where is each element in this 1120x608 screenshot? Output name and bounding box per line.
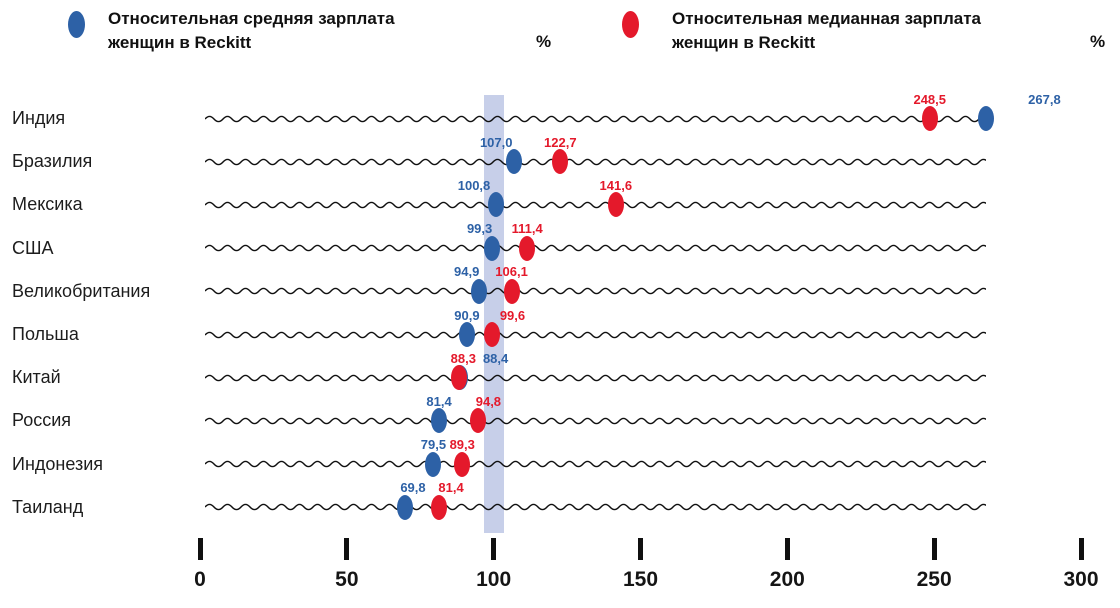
- average-dot: [470, 278, 487, 304]
- country-label: Таиланд: [12, 496, 84, 517]
- axis-tick-label: 150: [622, 568, 659, 591]
- median-dot: [484, 322, 501, 348]
- country-row: Польша 90,9 99,6: [12, 308, 1081, 356]
- average-value-label: 107,0: [479, 134, 513, 150]
- median-legend-label: Относительная медианная зарплата женщин …: [672, 9, 982, 53]
- average-legend-marker-icon: [68, 11, 85, 38]
- median-dot: [607, 192, 624, 218]
- median-dot: [921, 106, 938, 132]
- country-row: Китай 88,4 88,3: [12, 351, 1081, 399]
- median-dot: [503, 278, 520, 304]
- median-dot: [451, 365, 468, 391]
- median-value-label: 106,1: [495, 264, 528, 280]
- country-row: Мексика 100,8 141,6: [12, 178, 1081, 226]
- average-dot: [506, 149, 523, 175]
- country-row: США 99,3 111,4: [12, 221, 1081, 270]
- country-row: Таиланд 69,8 81,4: [12, 480, 1081, 529]
- axis-tick: [344, 538, 350, 560]
- average-value-label: 81,4: [426, 394, 452, 409]
- axis-tick-label: 200: [769, 568, 805, 591]
- wavy-grid-line: [205, 158, 986, 166]
- average-dot: [483, 235, 500, 261]
- axis-tick-label: 300: [1063, 568, 1099, 591]
- country-label: Великобритания: [12, 280, 151, 301]
- wavy-grid-line: [205, 244, 986, 252]
- median-value-label: 99,6: [499, 307, 526, 323]
- average-dot: [978, 106, 995, 132]
- median-value-label: 81,4: [438, 480, 464, 496]
- median-dot: [552, 149, 569, 175]
- average-value-label: 94,9: [454, 264, 480, 280]
- average-value-label: 79,5: [420, 437, 447, 453]
- axis-tick-label: 0: [194, 568, 206, 591]
- wavy-grid-line: [205, 417, 986, 425]
- country-row: Великобритания 94,9 106,1: [12, 264, 1081, 313]
- average-value-label: 100,8: [457, 178, 491, 193]
- median-dot: [431, 494, 448, 520]
- average-dot: [458, 322, 475, 348]
- country-label: Россия: [12, 410, 72, 431]
- average-value-label: 99,3: [466, 221, 493, 237]
- country-row: Бразилия 107,0 122,7: [12, 135, 1081, 183]
- median-legend-unit: %: [1090, 32, 1106, 51]
- average-dot: [425, 451, 442, 477]
- wavy-grid-line: [205, 331, 986, 338]
- axis-tick: [491, 538, 497, 560]
- country-row: Россия 81,4 94,8: [12, 394, 1081, 442]
- axis-tick: [931, 538, 937, 560]
- median-dot: [519, 235, 536, 261]
- country-label: Бразилия: [12, 151, 93, 172]
- wavy-grid-line: [205, 504, 986, 511]
- axis-tick: [784, 538, 790, 560]
- median-value-label: 122,7: [544, 134, 577, 150]
- median-dot: [470, 408, 487, 434]
- median-value-label: 94,8: [475, 394, 502, 409]
- average-value-label: 267,8: [1028, 91, 1061, 107]
- country-label: Мексика: [12, 194, 83, 215]
- median-value-label: 248,5: [913, 91, 947, 107]
- median-dot: [454, 451, 471, 477]
- wavy-grid-line: [205, 201, 986, 209]
- country-label: Индонезия: [12, 453, 104, 474]
- country-row: Индонезия 79,5 89,3: [12, 437, 1081, 486]
- axis-tick-label: 250: [916, 568, 952, 591]
- country-row: Индия 267,8 248,5: [12, 92, 1081, 140]
- average-dot: [431, 408, 448, 434]
- country-label: Китай: [12, 367, 61, 388]
- median-value-label: 141,6: [599, 178, 633, 193]
- average-value-label: 69,8: [400, 480, 426, 496]
- axis-tick: [638, 538, 643, 560]
- wavy-grid-line: [205, 460, 986, 468]
- median-value-label: 89,3: [449, 437, 475, 453]
- country-label: Польша: [12, 324, 79, 344]
- axis-tick-label: 100: [476, 568, 512, 591]
- average-dot: [396, 494, 413, 520]
- median-value-label: 88,3: [450, 350, 476, 366]
- average-legend-label: Относительная средняя зарплата женщин в …: [108, 9, 395, 53]
- wavy-grid-line: [205, 288, 986, 295]
- average-value-label: 90,9: [454, 307, 480, 323]
- axis-tick: [197, 538, 203, 560]
- country-label: США: [12, 237, 54, 258]
- axis-tick: [1078, 538, 1084, 560]
- average-dot: [488, 192, 505, 218]
- average-value-label: 88,4: [482, 350, 509, 366]
- wavy-grid-line: [205, 374, 986, 382]
- axis-tick-label: 50: [335, 568, 359, 591]
- wavy-grid-line: [205, 115, 986, 122]
- average-legend-unit: %: [536, 32, 552, 51]
- country-label: Индия: [12, 108, 66, 128]
- median-value-label: 111,4: [511, 221, 543, 237]
- plot-area: Индия 267,8 248,5 Бразилия 107,0 122,7 Мексика…: [12, 92, 1081, 529]
- median-legend-marker-icon: [622, 11, 639, 38]
